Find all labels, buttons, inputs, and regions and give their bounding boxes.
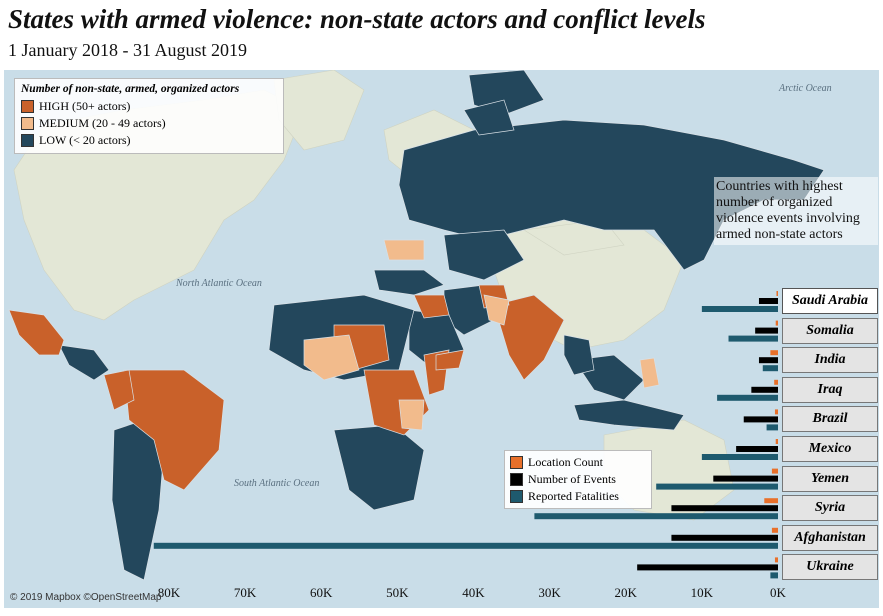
map-legend: Number of non-state, armed, organized ac… bbox=[14, 78, 284, 154]
country-kazakhstan bbox=[443, 229, 525, 281]
legend-label-low: LOW (< 20 actors) bbox=[39, 133, 131, 147]
x-tick-label: 40K bbox=[462, 585, 485, 600]
country-label-somalia[interactable]: Somalia bbox=[782, 317, 878, 344]
country-label-yemen[interactable]: Yemen bbox=[782, 465, 878, 492]
bar-legend-swatch-events bbox=[510, 473, 523, 486]
country-sahel bbox=[303, 334, 360, 381]
country-label-mexico[interactable]: Mexico bbox=[782, 436, 878, 462]
x-tick-label: 80K bbox=[157, 585, 181, 600]
legend-label-medium: MEDIUM (20 - 49 actors) bbox=[39, 116, 166, 130]
country-myanmar-thailand bbox=[563, 334, 595, 376]
country-syria-iraq bbox=[413, 294, 450, 319]
x-tick-label: 0K bbox=[770, 585, 786, 600]
bar-legend-label-locations: Location Count bbox=[528, 455, 603, 469]
legend-label-high: HIGH (50+ actors) bbox=[39, 99, 131, 113]
bar-legend-item-locations: Location Count bbox=[510, 454, 646, 471]
bar-legend-item-fatalities: Reported Fatalities bbox=[510, 488, 646, 505]
country-indonesia bbox=[573, 399, 685, 431]
country-label-iraq[interactable]: Iraq bbox=[782, 376, 878, 403]
bar-legend-label-fatalities: Reported Fatalities bbox=[528, 489, 619, 503]
page-title: States with armed violence: non-state ac… bbox=[8, 4, 706, 34]
x-tick-label: 60K bbox=[310, 585, 333, 600]
ocean-label-north-atlantic: North Atlantic Ocean bbox=[176, 278, 262, 289]
legend-item-low: LOW (< 20 actors) bbox=[21, 132, 277, 149]
country-label-brazil[interactable]: Brazil bbox=[782, 406, 878, 433]
legend-swatch-medium bbox=[21, 117, 34, 130]
country-ukraine bbox=[383, 239, 425, 261]
country-yemen bbox=[435, 349, 465, 371]
ocean-label-arctic: Arctic Ocean bbox=[779, 83, 832, 94]
legend-item-high: HIGH (50+ actors) bbox=[21, 98, 277, 115]
x-tick-label: 10K bbox=[690, 585, 714, 600]
country-southern-africa bbox=[333, 424, 425, 511]
country-label-india[interactable]: India bbox=[782, 347, 878, 374]
bar-legend-swatch-locations bbox=[510, 456, 523, 469]
map-attribution[interactable]: © 2019 Mapbox ©OpenStreetMap bbox=[10, 592, 162, 603]
legend-swatch-low bbox=[21, 134, 34, 147]
country-pakistan bbox=[483, 294, 510, 326]
legend-swatch-high bbox=[21, 100, 34, 113]
world-map[interactable]: Number of non-state, armed, organized ac… bbox=[4, 70, 879, 608]
ocean-label-south-atlantic: South Atlantic Ocean bbox=[234, 478, 320, 489]
page-subtitle: 1 January 2018 - 31 August 2019 bbox=[8, 40, 247, 60]
legend-title: Number of non-state, armed, organized ac… bbox=[21, 83, 240, 95]
country-canada-north bbox=[463, 99, 515, 136]
country-philippines bbox=[639, 357, 660, 389]
country-colombia bbox=[103, 369, 135, 411]
country-india bbox=[493, 294, 565, 381]
country-central-america bbox=[58, 344, 110, 381]
x-tick-label: 70K bbox=[233, 585, 257, 600]
x-tick-label: 20K bbox=[614, 585, 637, 600]
country-mexico bbox=[8, 309, 65, 356]
bar-legend-label-events: Number of Events bbox=[528, 472, 616, 486]
bar-legend: Location Count Number of Events Reported… bbox=[504, 450, 652, 509]
bar-legend-item-events: Number of Events bbox=[510, 471, 646, 488]
country-label-syria[interactable]: Syria bbox=[782, 495, 878, 522]
country-turkey-region bbox=[373, 269, 445, 296]
country-label-saudi-arabia[interactable]: Saudi Arabia bbox=[782, 288, 878, 314]
country-brazil bbox=[123, 369, 225, 491]
x-tick-label: 50K bbox=[386, 585, 409, 600]
legend-item-medium: MEDIUM (20 - 49 actors) bbox=[21, 115, 277, 132]
x-tick-label: 30K bbox=[538, 585, 561, 600]
country-label-ukraine[interactable]: Ukraine bbox=[782, 554, 878, 581]
chart-annotation: Countries with highest number of organiz… bbox=[714, 177, 878, 245]
bar-legend-swatch-fatalities bbox=[510, 490, 523, 503]
country-drc-east bbox=[398, 399, 425, 431]
country-label-afghanistan[interactable]: Afghanistan bbox=[782, 524, 878, 551]
